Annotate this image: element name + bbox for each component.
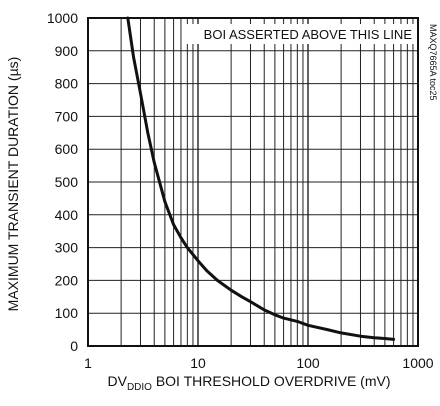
y-tick-label: 300 [55,240,79,256]
y-tick-label: 200 [55,272,79,288]
y-tick-label: 0 [70,338,78,354]
x-tick-label: 1 [84,355,92,371]
x-axis-label-suffix: BOI THRESHOLD OVERDRIVE (mV) [152,373,391,389]
x-axis-label: DVDDIO BOI THRESHOLD OVERDRIVE (mV) [107,373,390,393]
annotation-text: BOI ASSERTED ABOVE THIS LINE [204,27,413,42]
y-tick-label: 600 [55,141,79,157]
x-axis-label-prefix: DV [107,373,127,389]
y-tick-labels: 0 100 200 300 400 500 600 700 800 900 1000 [47,10,78,354]
x-tick-label: 1000 [402,355,433,371]
x-tick-label: 10 [190,355,206,371]
x-axis-label-subscript: DDIO [127,382,152,393]
y-tick-label: 400 [55,207,79,223]
y-tick-label: 1000 [47,10,78,26]
y-tick-label: 700 [55,108,79,124]
y-tick-label: 500 [55,174,79,190]
figure-code: MAXQ7665A toc25 [428,24,438,101]
y-tick-label: 800 [55,76,79,92]
series-line-1 [126,16,396,341]
y-tick-label: 100 [55,305,79,321]
y-tick-label: 900 [55,43,79,59]
annotation-background [186,24,414,44]
plot-frame [87,17,419,347]
x-tick-label: 100 [296,355,320,371]
y-axis-label: MAXIMUM TRANSIENT DURATION (µs) [5,57,21,312]
series-layer [126,16,396,341]
grid [88,18,418,346]
x-tick-labels: 1 10 100 1000 [84,355,434,371]
